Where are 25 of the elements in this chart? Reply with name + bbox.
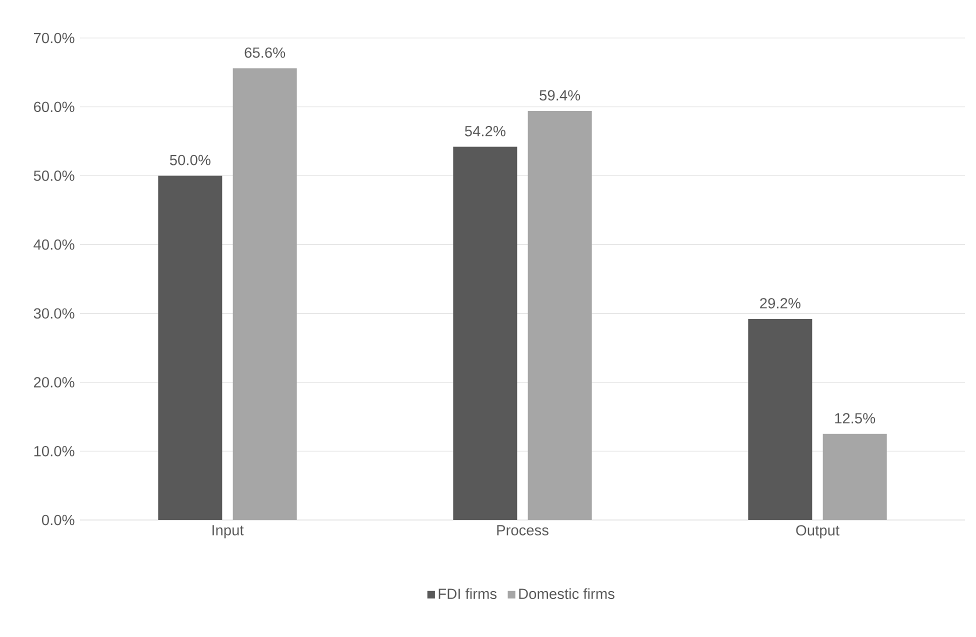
- x-tick-label: Output: [796, 525, 840, 538]
- bar: [453, 146, 518, 520]
- y-tick-label: 70.0%: [34, 32, 74, 44]
- y-tick-label: 10.0%: [34, 446, 74, 456]
- data-label: 65.6%: [244, 47, 286, 58]
- data-label: 50.0%: [170, 154, 210, 166]
- y-tick-label: 40.0%: [34, 239, 74, 250]
- data-label: 54.2%: [464, 126, 506, 136]
- x-tick-label: Process: [497, 525, 548, 536]
- y-tick-label: 60.0%: [34, 102, 74, 112]
- y-tick-label: 20.0%: [34, 377, 74, 388]
- legend-label: Domestic firms: [519, 588, 614, 600]
- y-tick-label: 30.0%: [34, 308, 74, 319]
- bar: [528, 110, 592, 520]
- bar: [158, 176, 222, 520]
- data-label: 29.2%: [760, 298, 800, 308]
- bar: [822, 434, 887, 520]
- y-tick-label: 0.0%: [42, 514, 74, 526]
- x-tick-label: Input: [212, 525, 244, 538]
- data-label: 59.4%: [540, 90, 580, 101]
- legend-label: FDI firms: [438, 588, 497, 600]
- y-tick-label: 50.0%: [34, 170, 74, 181]
- data-label: 12.5%: [835, 413, 876, 424]
- bar: [748, 318, 812, 520]
- bar: [232, 68, 297, 520]
